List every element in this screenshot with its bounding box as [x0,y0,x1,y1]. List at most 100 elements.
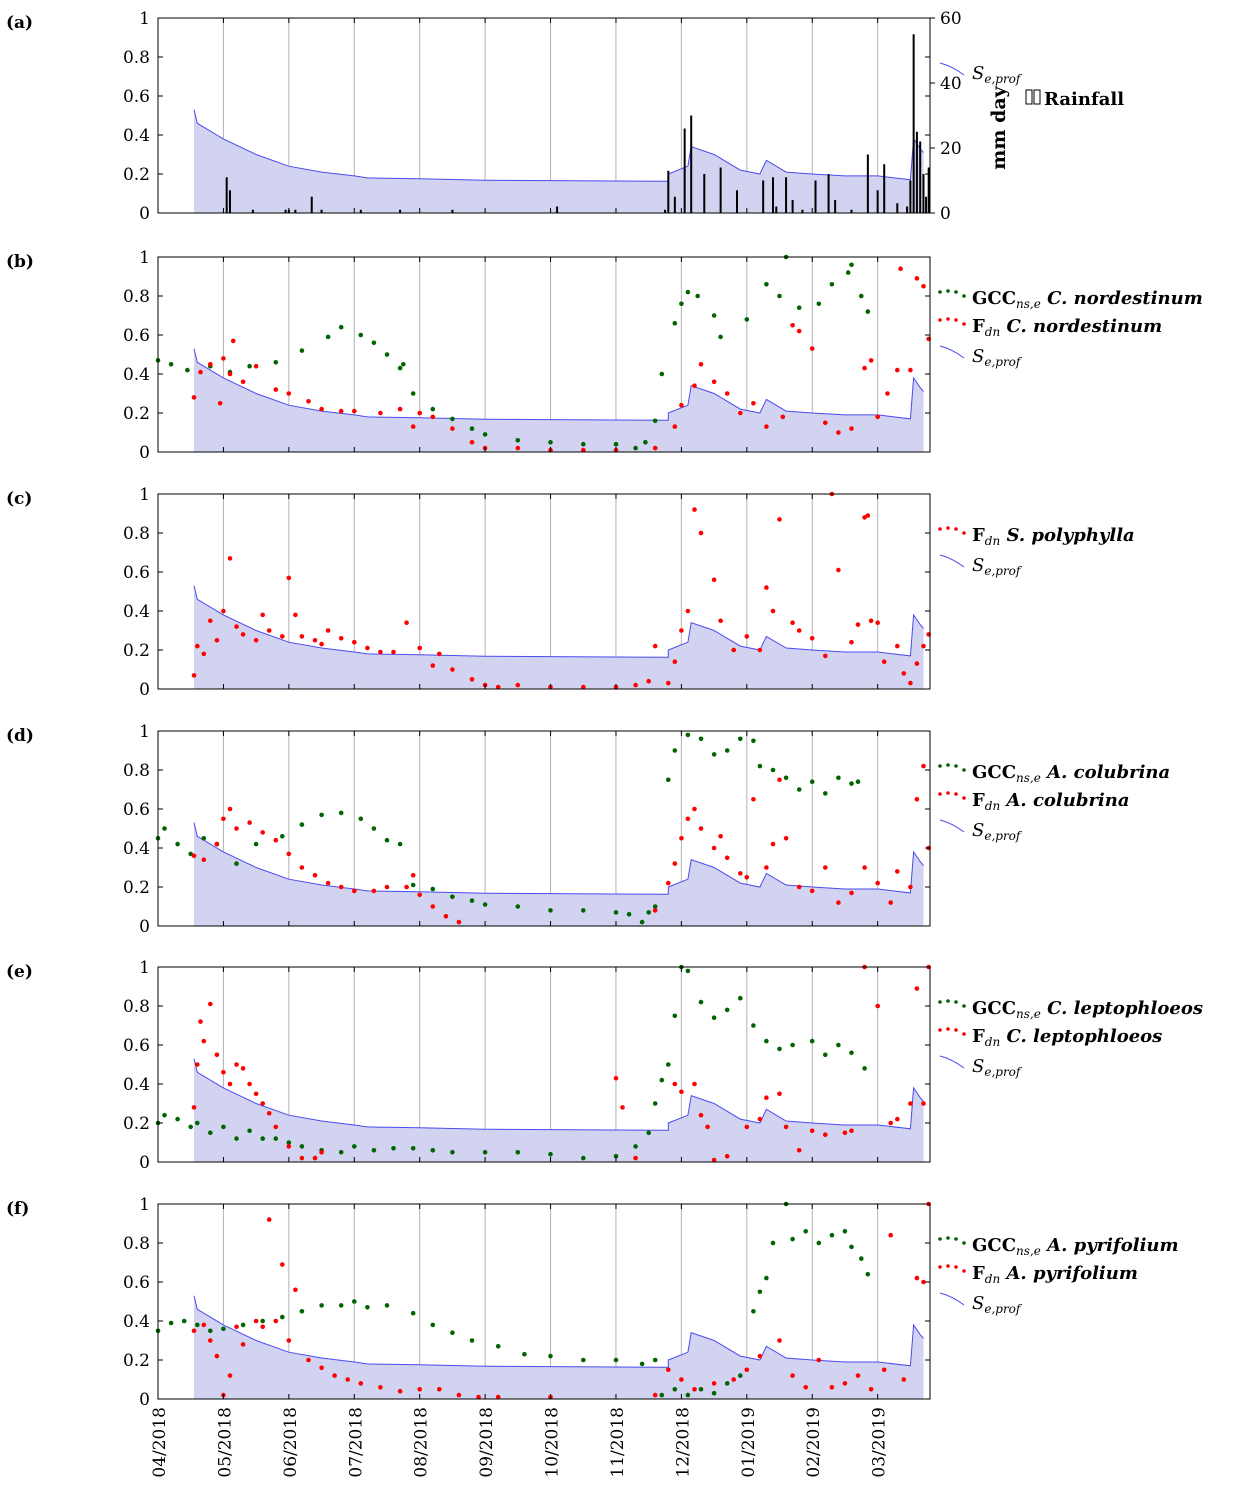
gcc-point [581,441,586,447]
fdn-point [240,379,246,385]
fdn-point [391,649,396,655]
fdn-point [711,577,717,583]
rainfall-bar [850,209,853,213]
fdn-point [881,1367,887,1373]
fdn-point [921,1279,926,1285]
gcc-point [515,904,521,909]
fdn-point [306,399,311,404]
se-prof-line [193,348,924,421]
legend-entry-d-1-species: A. colubrina [1000,790,1129,811]
gcc-point [738,1373,743,1378]
fdn-point [456,1392,462,1398]
fdn-point [777,1091,782,1097]
legend-entry-e-1: Fdn C. leptophloeos [972,1026,1162,1049]
gcc-point [777,293,782,299]
gcc-point [672,321,678,326]
fdn-point [365,645,370,651]
fdn-point [921,763,926,769]
fdn-point [417,410,423,416]
se-prof-line [193,585,924,658]
gcc-point [698,999,704,1005]
fdn-point [217,401,223,406]
gcc-point [764,1275,769,1281]
fdn-point [692,1387,697,1392]
rainfall-bar [866,154,869,213]
fdn-point [764,424,769,429]
fdn-point [273,387,279,392]
y-tick-label: 0.6 [123,1036,150,1056]
gcc-point [639,1361,645,1367]
fdn-point [685,608,691,614]
x-tick-label: 04/2018 [150,1407,170,1478]
fdn-point [227,556,233,561]
fdn-point [679,836,684,841]
gcc-point [711,1015,717,1020]
fdn-point [875,880,880,886]
y-tick-label: 0.4 [123,1075,150,1095]
legend-entry-a-0-swatch [939,62,965,76]
gcc-point [711,313,717,318]
gcc-point [273,1136,279,1141]
legend-entry-e-1-swatch [938,1028,942,1032]
fdn-point [764,865,769,870]
rainfall-bar [883,164,886,213]
gcc-point [175,1116,180,1122]
panel-e: 0 0.2 0.4 0.6 0.8 1 (e) [6,958,966,1173]
fdn-point [384,884,390,890]
fdn-point [312,1155,318,1161]
fdn-point [790,1373,795,1378]
fdn-point [306,1357,311,1363]
gcc-point [626,912,632,917]
se-prof-area [193,585,924,689]
gcc-point [234,861,239,866]
se-prof-line [193,1295,924,1368]
legend-entry-e-0-swatch [946,999,950,1003]
fdn-point [868,618,874,624]
rainfall-bar [228,190,231,213]
gcc-point [469,898,475,903]
se-prof-line [193,822,924,895]
fdn-point [201,1322,207,1328]
fdn-point [214,638,220,643]
fdn-point [809,346,815,351]
fdn-point [191,853,197,859]
fdn-point [345,1377,351,1382]
fdn-point [796,328,802,334]
fdn-point [417,645,423,651]
gcc-point [724,1381,730,1386]
fdn-point [823,653,828,659]
legend-entry-c-1-subscript: e,prof [984,564,1023,578]
fdn-point [744,1124,750,1130]
fdn-point [692,383,697,389]
legend-entry-e-2-subscript: e,prof [984,1065,1023,1079]
fdn-point [430,904,436,909]
fdn-point [338,884,344,890]
fdn-point [809,636,815,641]
gcc-point [371,826,377,831]
gcc-point [646,1130,651,1136]
rainfall-bar [896,203,899,213]
fdn-point [240,632,246,637]
fdn-point [198,1019,203,1024]
gcc-point [652,418,658,424]
fdn-point [685,816,691,822]
fdn-point [273,1318,279,1324]
rainfall-bar [762,180,765,213]
legend-entry-c-0-subscript: dn [985,534,1000,548]
fdn-point [437,1387,442,1392]
fdn-point [764,1095,769,1100]
gcc-point [685,1392,691,1398]
legend-entry-f-2-swatch [939,1292,965,1306]
legend-entry-e-0-subscript: ns,e [1016,1007,1041,1021]
fdn-point [836,567,841,573]
gcc-point [450,416,455,422]
fdn-point [286,851,292,857]
y-tick-label: 0.6 [123,563,150,583]
fdn-point [914,986,920,991]
gcc-point [849,1050,854,1056]
fdn-point [352,639,357,645]
x-tick-label: 02/2019 [804,1407,824,1478]
legend-entry-e-0-swatch [954,1000,958,1004]
gcc-point [371,340,377,346]
